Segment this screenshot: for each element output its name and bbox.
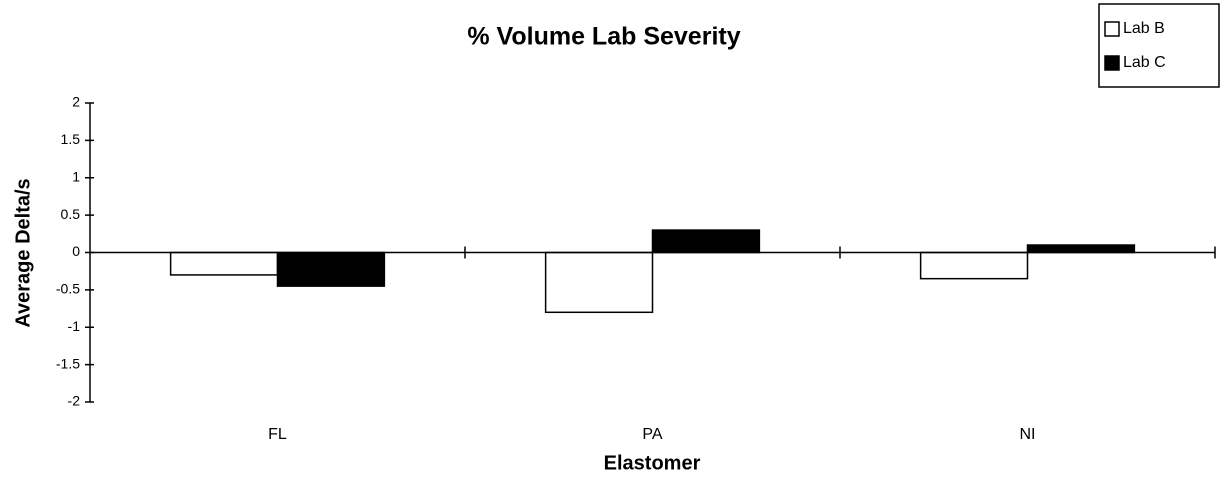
- chart-title: % Volume Lab Severity: [467, 23, 740, 51]
- x-axis-label: Elastomer: [604, 452, 701, 474]
- legend-label: Lab C: [1123, 54, 1166, 71]
- x-tick-label: NI: [1020, 426, 1036, 443]
- y-tick-label: -2: [68, 393, 81, 409]
- y-tick-label: -1.5: [56, 355, 80, 371]
- legend-box: [1098, 3, 1220, 88]
- y-tick-label: 0.5: [61, 206, 81, 222]
- y-tick-label: 1.5: [61, 131, 81, 147]
- bar: [544, 251, 654, 314]
- y-tick-label: 1: [72, 168, 80, 184]
- bar: [169, 251, 279, 276]
- bar: [651, 229, 761, 254]
- x-tick-label: FL: [268, 426, 287, 443]
- y-tick-label: -0.5: [56, 281, 80, 297]
- bar: [919, 251, 1029, 280]
- legend-label: Lab B: [1123, 20, 1165, 37]
- bar: [1026, 244, 1136, 254]
- y-tick-label: 0: [72, 243, 80, 259]
- bar: [276, 251, 386, 287]
- legend-swatch: [1104, 55, 1120, 71]
- legend-swatch: [1104, 21, 1120, 37]
- y-tick-label: -1: [68, 318, 81, 334]
- y-tick-label: 2: [72, 94, 80, 110]
- y-axis-label: Average Delta/s: [12, 178, 34, 327]
- x-tick-label: PA: [642, 426, 662, 443]
